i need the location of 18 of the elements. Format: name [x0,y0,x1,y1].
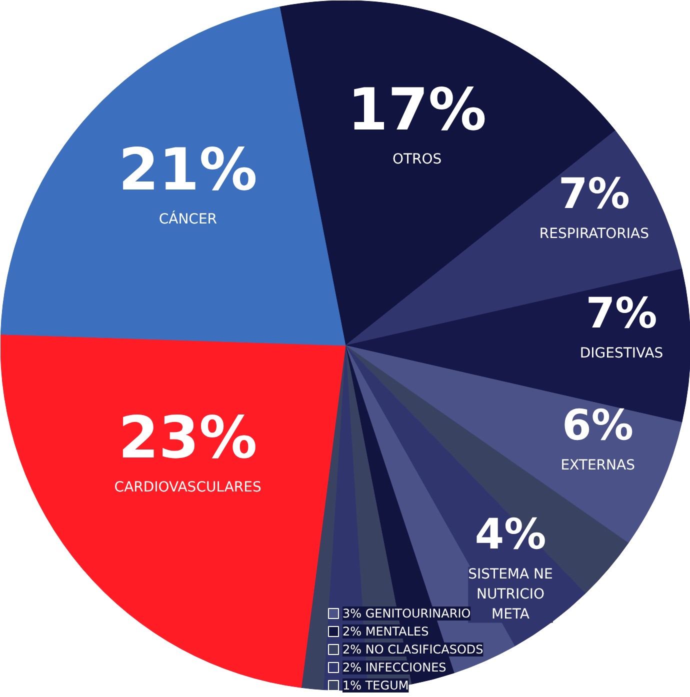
legend-label: 3% GENITOURINARIO [342,606,471,620]
data-label: 4% [474,510,546,559]
slice-label: RESPIRATORIAS [539,226,650,242]
legend-label: 2% NO CLASIFICASODS [342,642,484,656]
data-label: 17% [348,75,486,144]
slice-label: CÁNCER [158,210,218,228]
slice-label: CARDIOVASCULARES [114,480,262,496]
slice-label: OTROS [392,151,442,168]
legend-label: 2% MENTALES [342,624,429,638]
data-label: 7% [586,288,658,338]
slice-label: DIGESTIVAS [580,346,664,362]
data-label: 21% [118,135,258,204]
data-label: 7% [558,168,630,218]
legend-label: 2% INFECCIONES [342,660,446,674]
slice-label: EXTERNAS [560,457,636,474]
data-label: 6% [562,400,634,450]
legend-label: 1% TEGUM [342,678,409,692]
data-label: 23% [118,404,258,472]
